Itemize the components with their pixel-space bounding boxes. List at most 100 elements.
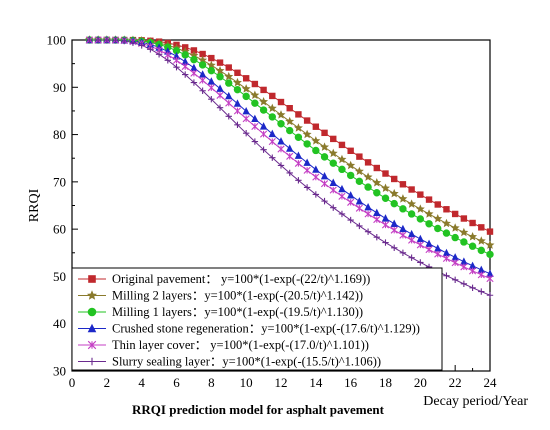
data-point (103, 36, 111, 44)
x-tick-label: 8 (208, 375, 215, 390)
data-point (268, 129, 276, 138)
data-point (320, 172, 329, 180)
data-point (181, 57, 189, 65)
legend-item: Crushed stone regeneration：y=100*(1-exp(… (78, 322, 420, 336)
data-point (486, 250, 494, 259)
data-point (286, 144, 294, 152)
data-point (441, 218, 451, 228)
data-point (312, 146, 320, 155)
data-point (434, 224, 442, 233)
data-point (399, 231, 407, 239)
data-point (364, 210, 372, 218)
data-point (469, 284, 476, 291)
data-point (277, 162, 285, 169)
data-point (372, 178, 382, 187)
data-point (425, 239, 433, 247)
data-point (434, 201, 441, 208)
data-point (373, 164, 380, 172)
data-point (478, 224, 485, 231)
data-point (190, 55, 198, 64)
y-tick-label: 70 (53, 174, 66, 189)
legend-marker (88, 275, 96, 283)
data-point (112, 37, 119, 44)
legend: Original pavement： y=100*(1-exp(-(22/t)^… (71, 267, 443, 371)
data-point (347, 216, 354, 224)
data-point (259, 130, 268, 138)
data-point (407, 210, 416, 218)
data-point (285, 116, 295, 126)
data-point (225, 79, 233, 87)
data-point (468, 261, 477, 269)
data-point (486, 292, 494, 299)
x-tick-label: 16 (344, 375, 358, 390)
data-point (442, 254, 451, 263)
data-point (485, 240, 495, 249)
data-point (408, 236, 416, 244)
data-point (443, 206, 450, 213)
data-point (295, 111, 302, 118)
x-tick-label: 2 (104, 375, 111, 390)
data-point (276, 110, 286, 119)
data-point (356, 153, 363, 160)
data-point (172, 47, 181, 55)
series-points-1 (84, 35, 495, 249)
x-tick-label: 0 (69, 375, 76, 390)
data-point (199, 76, 207, 84)
data-point (268, 138, 276, 146)
data-point (476, 236, 486, 245)
data-point (190, 47, 198, 54)
data-point (407, 199, 417, 208)
data-point (277, 145, 285, 153)
data-point (234, 69, 241, 76)
data-point (486, 274, 494, 283)
data-point (215, 66, 225, 75)
data-point (416, 241, 424, 249)
data-point (399, 181, 407, 188)
data-point (391, 244, 398, 251)
data-point (251, 114, 259, 123)
data-point (477, 265, 485, 274)
data-point (468, 242, 477, 250)
data-point (164, 43, 172, 51)
data-point (373, 189, 381, 197)
x-axis-label: Decay period/Year (423, 394, 528, 409)
data-point (425, 196, 433, 203)
data-point (224, 71, 234, 81)
data-point (364, 202, 372, 211)
y-axis-label: RRQI (27, 188, 42, 222)
data-point (312, 191, 320, 198)
data-point (225, 113, 232, 120)
data-point (94, 36, 102, 44)
data-point (312, 173, 320, 181)
data-point (347, 198, 355, 206)
data-point (338, 210, 346, 218)
x-tick-label: 12 (275, 375, 288, 390)
data-point (469, 219, 476, 227)
data-point (242, 92, 250, 101)
data-point (294, 159, 303, 167)
data-point (478, 288, 485, 295)
x-tick-label: 22 (449, 375, 462, 390)
data-point (286, 104, 293, 112)
data-point (242, 115, 250, 123)
data-point (242, 75, 250, 82)
data-point (355, 177, 364, 186)
data-point (346, 171, 355, 180)
data-point (320, 180, 329, 188)
data-point (303, 158, 311, 166)
series-line-0 (89, 39, 491, 233)
data-point (391, 175, 398, 183)
legend-label: Original pavement： y=100*(1-exp(-(22/t)^… (112, 272, 370, 286)
data-point (216, 73, 224, 81)
data-point (355, 204, 363, 212)
series-markers (84, 35, 495, 299)
data-point (363, 172, 373, 181)
data-point (338, 192, 346, 200)
data-point (398, 194, 408, 203)
legend-item: Slurry sealing layer：y=100*(1-exp(-(15.5… (78, 355, 381, 369)
data-point (382, 170, 389, 177)
data-point (277, 98, 285, 106)
data-point (269, 154, 276, 161)
data-point (250, 90, 260, 100)
